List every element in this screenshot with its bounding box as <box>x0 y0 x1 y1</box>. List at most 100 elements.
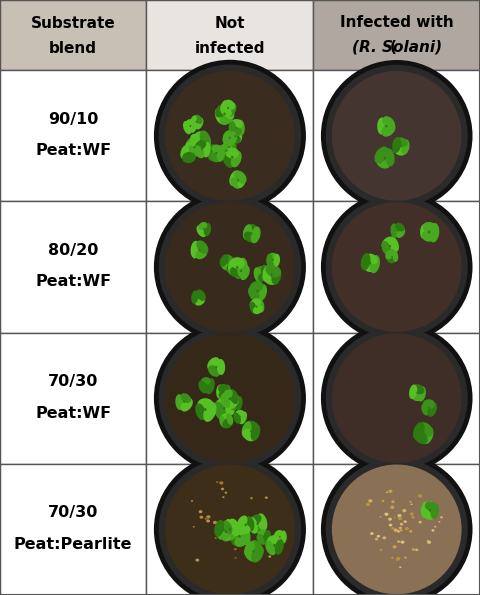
Ellipse shape <box>326 65 468 207</box>
Ellipse shape <box>218 392 228 399</box>
Ellipse shape <box>206 519 210 522</box>
Bar <box>0 333 146 464</box>
Ellipse shape <box>332 333 462 463</box>
Ellipse shape <box>382 500 384 502</box>
Ellipse shape <box>275 539 284 555</box>
Ellipse shape <box>180 398 193 412</box>
Ellipse shape <box>207 144 216 161</box>
Ellipse shape <box>321 191 472 343</box>
Ellipse shape <box>241 421 252 438</box>
Ellipse shape <box>265 541 276 555</box>
Circle shape <box>428 230 430 233</box>
Ellipse shape <box>400 540 405 544</box>
Text: Not: Not <box>215 15 245 31</box>
Ellipse shape <box>191 290 198 304</box>
Ellipse shape <box>409 530 412 533</box>
Ellipse shape <box>230 131 237 143</box>
Circle shape <box>225 530 227 533</box>
Ellipse shape <box>431 503 439 519</box>
Ellipse shape <box>231 535 235 538</box>
Ellipse shape <box>250 281 264 293</box>
Ellipse shape <box>244 548 256 562</box>
Ellipse shape <box>201 377 211 386</box>
Ellipse shape <box>427 541 431 544</box>
Ellipse shape <box>221 519 234 532</box>
Ellipse shape <box>216 384 224 399</box>
Ellipse shape <box>165 202 295 332</box>
Circle shape <box>234 401 236 403</box>
Ellipse shape <box>251 425 260 441</box>
Ellipse shape <box>198 222 207 230</box>
Ellipse shape <box>409 501 412 503</box>
Ellipse shape <box>192 131 204 143</box>
Circle shape <box>226 419 227 421</box>
Ellipse shape <box>412 548 415 551</box>
Ellipse shape <box>229 266 244 278</box>
Ellipse shape <box>154 60 306 212</box>
Ellipse shape <box>219 481 223 485</box>
Ellipse shape <box>230 257 245 269</box>
Ellipse shape <box>233 266 241 279</box>
Ellipse shape <box>223 140 233 148</box>
Ellipse shape <box>268 555 271 558</box>
Ellipse shape <box>223 130 232 140</box>
Ellipse shape <box>221 488 224 490</box>
Ellipse shape <box>222 144 230 154</box>
Ellipse shape <box>363 262 374 272</box>
Ellipse shape <box>370 532 374 535</box>
Ellipse shape <box>200 130 211 147</box>
Circle shape <box>226 149 228 152</box>
Circle shape <box>428 406 430 409</box>
Ellipse shape <box>185 137 199 151</box>
Ellipse shape <box>366 503 370 506</box>
Circle shape <box>200 140 202 143</box>
Ellipse shape <box>413 422 425 440</box>
Ellipse shape <box>233 412 241 424</box>
Ellipse shape <box>216 146 225 162</box>
Ellipse shape <box>248 287 260 302</box>
Ellipse shape <box>226 148 233 158</box>
Ellipse shape <box>386 243 399 256</box>
Ellipse shape <box>326 196 468 338</box>
Ellipse shape <box>218 384 230 393</box>
Ellipse shape <box>154 453 306 595</box>
Ellipse shape <box>440 516 443 518</box>
Circle shape <box>279 536 281 538</box>
Ellipse shape <box>234 535 248 547</box>
Ellipse shape <box>261 265 270 280</box>
Ellipse shape <box>389 524 392 527</box>
Ellipse shape <box>196 137 211 153</box>
Ellipse shape <box>242 429 256 441</box>
Ellipse shape <box>180 393 191 403</box>
Ellipse shape <box>193 145 204 158</box>
Ellipse shape <box>227 267 235 275</box>
Ellipse shape <box>402 509 407 512</box>
Ellipse shape <box>205 378 215 394</box>
Circle shape <box>400 145 402 147</box>
Ellipse shape <box>253 540 257 543</box>
Circle shape <box>244 524 247 527</box>
Ellipse shape <box>165 464 295 594</box>
Ellipse shape <box>220 105 232 117</box>
Ellipse shape <box>197 398 214 412</box>
Ellipse shape <box>326 458 468 595</box>
Ellipse shape <box>429 223 439 242</box>
Ellipse shape <box>229 135 241 144</box>
Ellipse shape <box>266 258 278 268</box>
Ellipse shape <box>229 389 239 404</box>
Ellipse shape <box>216 359 225 375</box>
Ellipse shape <box>196 290 206 301</box>
Ellipse shape <box>204 223 211 236</box>
Ellipse shape <box>401 139 409 155</box>
Ellipse shape <box>230 262 239 271</box>
Ellipse shape <box>228 141 237 155</box>
Ellipse shape <box>243 224 252 240</box>
Ellipse shape <box>385 249 395 259</box>
Ellipse shape <box>274 530 283 538</box>
Text: (: ( <box>390 39 396 55</box>
Ellipse shape <box>221 390 233 401</box>
Ellipse shape <box>244 541 255 556</box>
Bar <box>146 201 313 333</box>
Circle shape <box>198 297 199 299</box>
Ellipse shape <box>269 253 278 261</box>
